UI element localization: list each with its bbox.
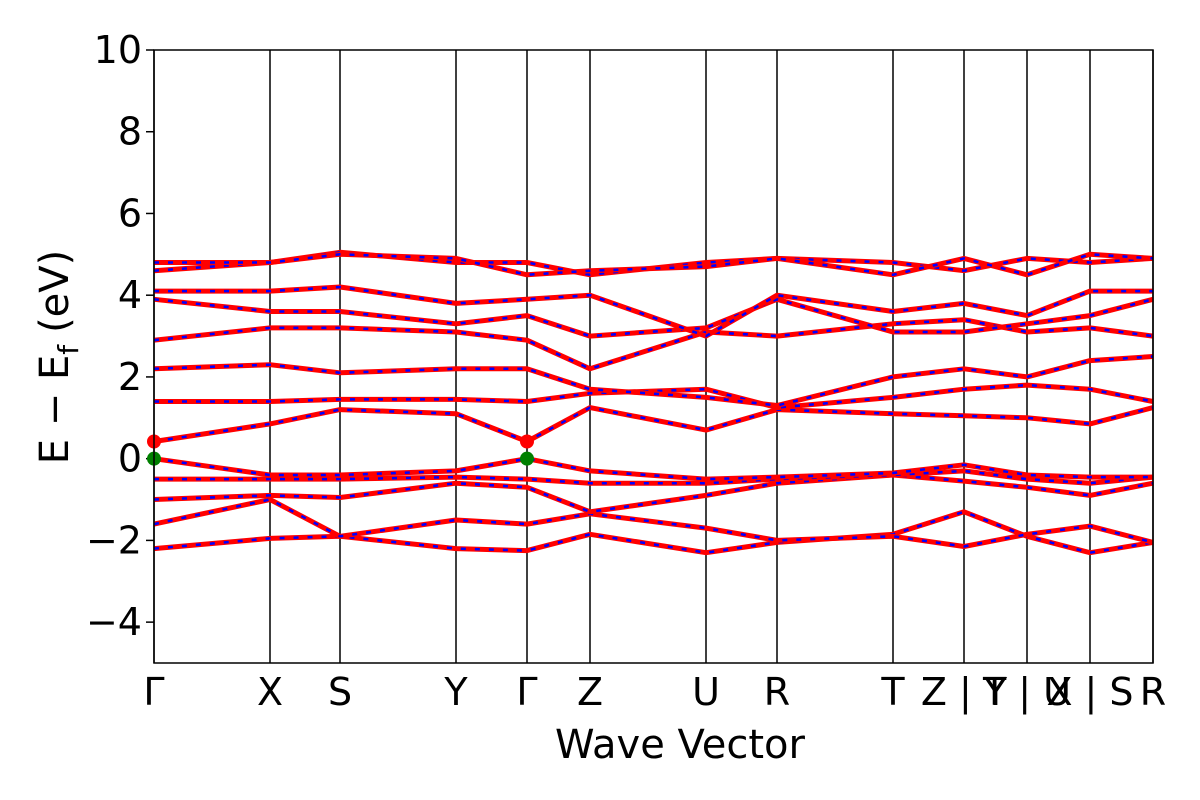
band-spin-down [153, 473, 1154, 514]
band-spin-down [153, 498, 1154, 548]
y-label-unit: (eV) [32, 250, 78, 333]
y-tick-label: −2 [86, 518, 142, 562]
x-tick-label: R [764, 670, 790, 714]
x-tick-label: R [1140, 670, 1166, 714]
y-tick-label: 10 [94, 28, 142, 72]
band-spin-down [154, 383, 1154, 409]
y-tick-label: −4 [86, 600, 142, 644]
band-spin-up [153, 405, 1154, 444]
y-label-main: E − E [32, 355, 78, 465]
band-spin-down [153, 297, 1154, 338]
band-spin-up [154, 382, 1154, 411]
y-tick-label: 8 [118, 110, 142, 154]
x-axis-label: Wave Vector [555, 722, 806, 768]
band-spin-down [153, 355, 1154, 407]
x-tick-label: X | S [1046, 670, 1133, 715]
x-tick-label: Z | Y [921, 670, 1008, 715]
x-tick-label: Γ [143, 670, 164, 714]
band-spin-down [153, 406, 1154, 443]
x-tick-label: T [880, 670, 905, 714]
x-tick-label: S [328, 670, 352, 714]
x-tick-label: Z [577, 670, 603, 714]
band-spin-down [153, 318, 1154, 371]
x-tick-label: Γ [516, 670, 537, 714]
band-edge-marker [520, 451, 534, 466]
band-spin-down [154, 469, 1154, 485]
plot-frame [153, 49, 1154, 664]
band-spin-down [154, 285, 1153, 338]
y-tick-label: 6 [118, 191, 142, 235]
x-tick-label: T | U [982, 670, 1071, 715]
x-tick-label: U [692, 670, 720, 714]
x-tick-label: X [257, 670, 283, 714]
y-tick-label: 0 [118, 437, 142, 481]
y-label-sub: f [52, 344, 85, 355]
y-tick-label: 2 [118, 355, 142, 399]
band-edge-marker [520, 434, 534, 449]
x-tick-label: Y [443, 670, 468, 714]
band-spin-up [153, 249, 1154, 278]
y-tick-label: 4 [118, 273, 142, 317]
y-axis-label: E − Ef (eV) [32, 250, 85, 465]
band-spin-up [153, 456, 1153, 482]
band-spin-down [154, 253, 1154, 277]
